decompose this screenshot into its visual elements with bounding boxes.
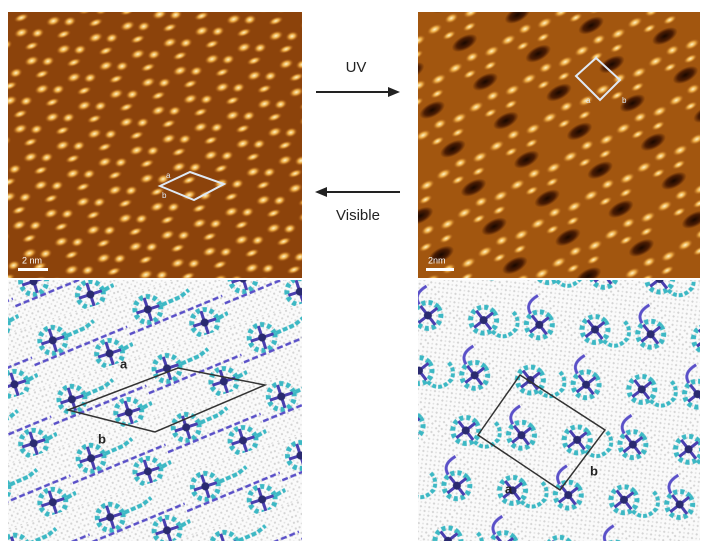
cell-label: a — [505, 481, 513, 496]
cell-label: b — [590, 463, 598, 478]
figure: a b 2 nm a b 2nm a b a b UV Visible — [0, 0, 710, 541]
cell-label: b — [98, 431, 106, 446]
cell-label: a — [120, 356, 128, 371]
arrow-label: Visible — [336, 207, 380, 224]
scale-bar-label: 2nm — [428, 255, 446, 265]
scale-bar-label: 2 nm — [22, 255, 42, 265]
cell-label: b — [622, 96, 627, 105]
cell-label: a — [586, 96, 591, 105]
stm-left: a b 2 nm — [8, 12, 302, 278]
arrow-label: UV — [346, 59, 367, 76]
arrows: UV Visible — [315, 59, 400, 224]
model-left: a b — [8, 280, 302, 541]
model-right: a b — [418, 280, 700, 541]
stm-right: a b 2nm — [418, 12, 700, 278]
cell-label: a — [166, 171, 171, 180]
cell-label: b — [162, 191, 167, 200]
